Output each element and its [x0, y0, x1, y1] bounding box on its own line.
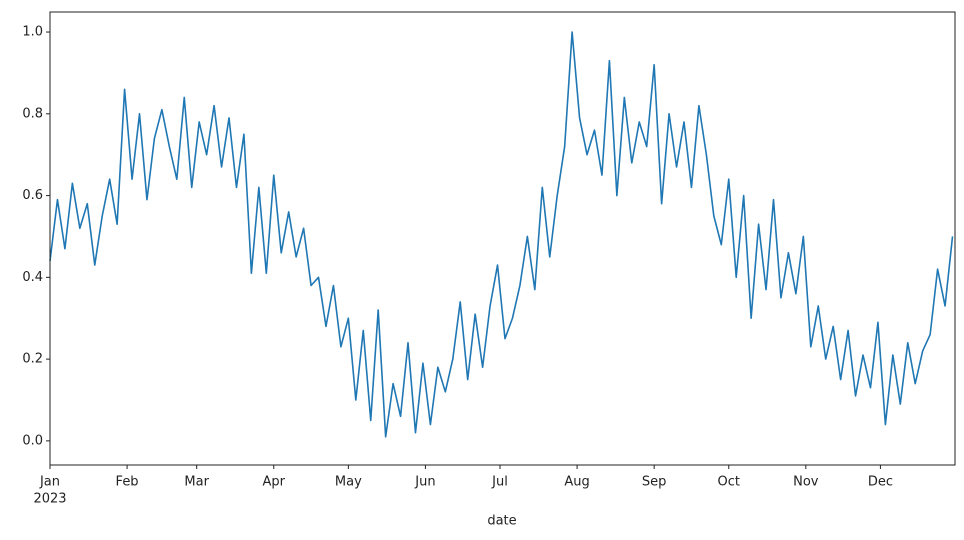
x-tick-label: Oct — [718, 475, 740, 490]
x-tick-label: Jul — [491, 475, 508, 490]
x-tick-label: Apr — [263, 475, 286, 490]
x-tick-label: Mar — [184, 475, 209, 490]
plot-frame — [49, 11, 956, 466]
line-series — [49, 31, 954, 438]
x-tick-label: Jun — [414, 475, 435, 490]
x-axis-label: date — [487, 514, 516, 529]
y-tick-label: 0.4 — [22, 270, 43, 285]
x-tick-label: May — [335, 475, 362, 490]
y-tick-label: 0.2 — [22, 352, 43, 367]
x-tick-label: Dec — [868, 475, 893, 490]
y-tick-label: 0.0 — [22, 433, 43, 448]
y-tick-label: 1.0 — [22, 25, 43, 40]
x-tick-label: Nov — [793, 475, 819, 490]
x-tick-label: Sep — [642, 475, 667, 490]
year-label: 2023 — [33, 492, 66, 507]
x-tick-label: Jan — [39, 475, 60, 490]
x-tick-label: Feb — [116, 475, 139, 490]
y-tick-label: 0.6 — [22, 188, 43, 203]
x-tick-label: Aug — [564, 475, 589, 490]
y-tick-label: 0.8 — [22, 106, 43, 121]
